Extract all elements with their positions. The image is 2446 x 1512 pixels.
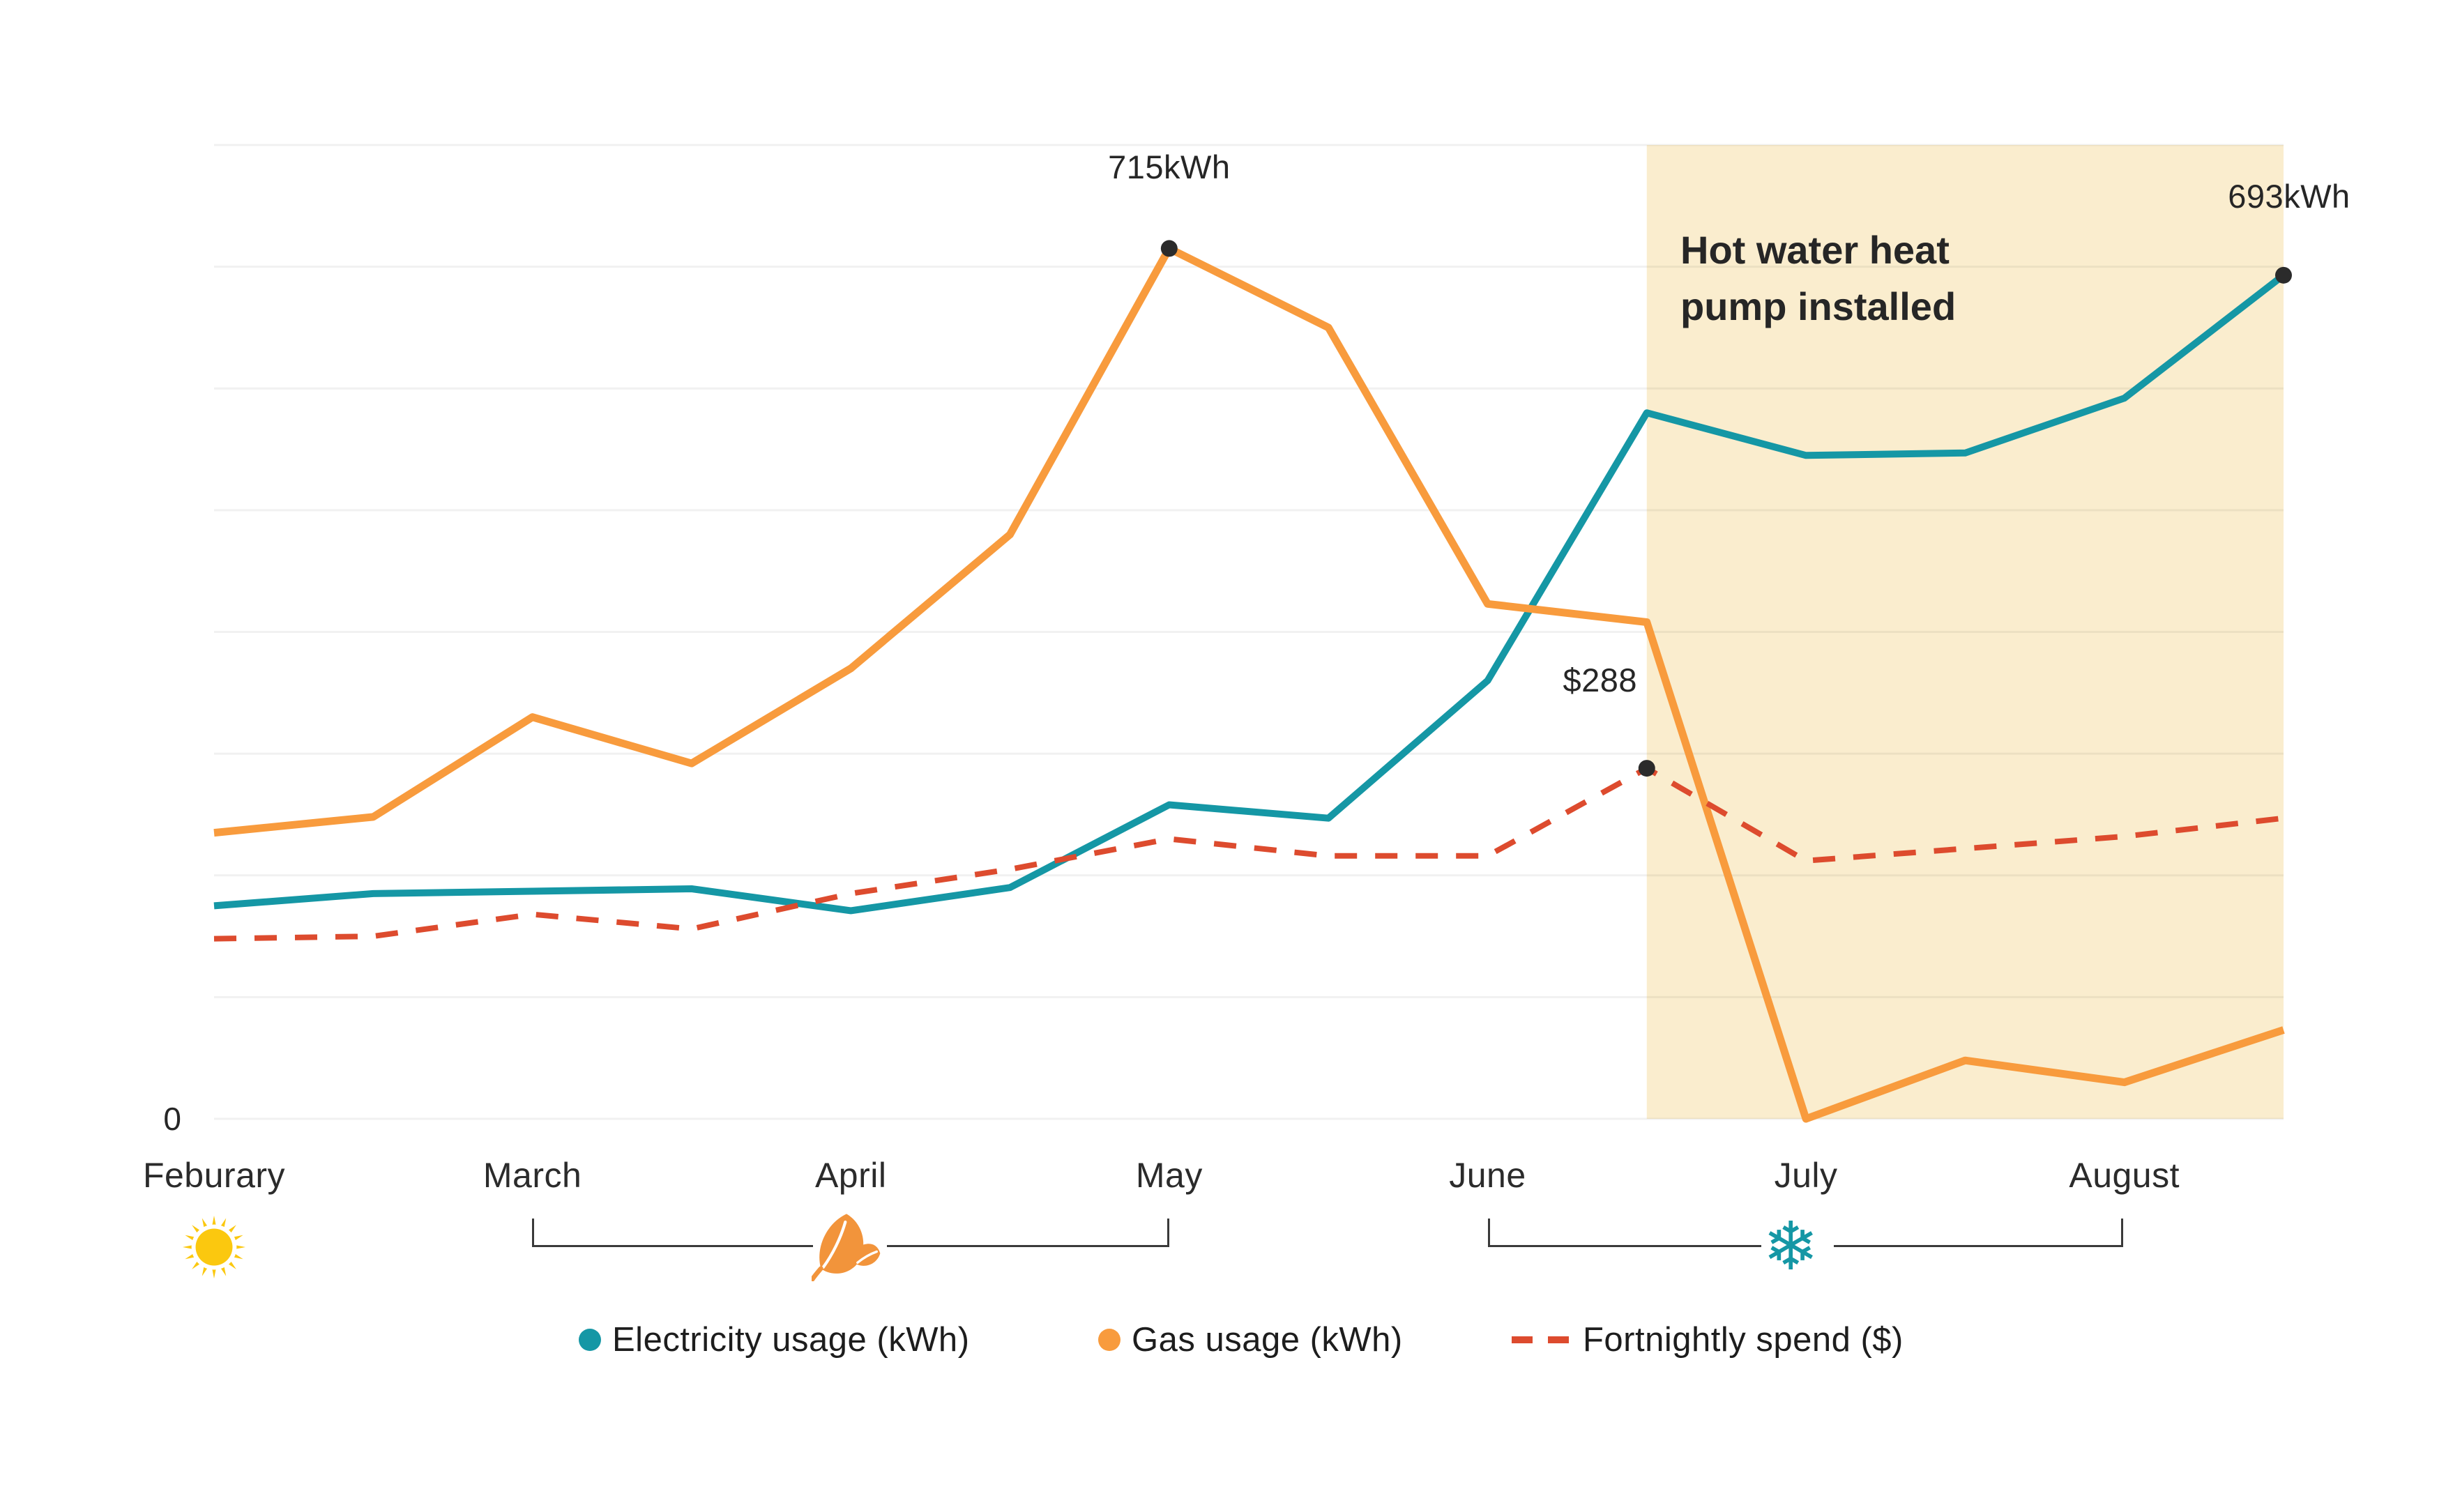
x-axis-label-july: July	[1774, 1156, 1838, 1195]
bracket-line	[1834, 1245, 2123, 1247]
x-axis-label-may: May	[1135, 1156, 1203, 1195]
legend-dot-icon	[1098, 1329, 1121, 1351]
bracket-line	[532, 1245, 813, 1247]
x-axis-label-april: April	[814, 1156, 887, 1195]
bracket-line	[1488, 1245, 1761, 1247]
plot-area	[213, 144, 2292, 1123]
series-spend-line	[213, 765, 2284, 942]
highlight-note-line2: pump installed	[1680, 284, 1957, 329]
legend-dot-icon	[579, 1329, 601, 1351]
series-gas-line	[213, 244, 2285, 1123]
electricity-end-annotation: 693kWh	[2228, 177, 2350, 215]
legend-label: Electricity usage (kWh)	[612, 1321, 970, 1359]
x-axis-label-march: March	[483, 1156, 582, 1195]
series-electricity-line	[213, 272, 2286, 915]
legend-item: Gas usage (kWh)	[1098, 1319, 1403, 1361]
annotation-dot	[1638, 760, 1655, 777]
chart-canvas	[213, 144, 2292, 1123]
gas-peak-annotation: 715kWh	[1108, 148, 1231, 186]
y-axis-zero-label: 0	[163, 1101, 181, 1137]
x-axis-label-feburary: Feburary	[142, 1156, 286, 1195]
bracket-line	[887, 1245, 1169, 1247]
legend-label: Gas usage (kWh)	[1132, 1321, 1403, 1359]
spend-peak-annotation: $288	[1563, 662, 1638, 699]
bracket-tick	[1167, 1219, 1169, 1246]
chart-legend: Electricity usage (kWh) Gas usage (kWh) Fo…	[0, 1319, 2446, 1361]
bracket-tick	[1488, 1219, 1490, 1246]
highlight-note-line1: Hot water heat	[1680, 228, 1950, 272]
sun-icon	[182, 1215, 246, 1279]
snowflake-icon: ❄	[1763, 1207, 1819, 1285]
legend-item: Electricity usage (kWh)	[579, 1319, 970, 1361]
annotation-dot	[1160, 240, 1178, 257]
legend-dashed-line-icon	[1512, 1336, 1572, 1343]
leaf-icon	[812, 1214, 881, 1281]
legend-label: Fortnightly spend ($)	[1583, 1321, 1904, 1359]
bracket-tick	[532, 1219, 534, 1246]
x-axis-label-august: August	[2069, 1156, 2180, 1195]
highlight-note: Hot water heat pump installed	[1680, 222, 2071, 335]
x-axis-label-june: June	[1449, 1156, 1526, 1195]
legend-item: Fortnightly spend ($)	[1512, 1319, 1904, 1361]
annotation-dot	[2275, 266, 2292, 284]
bracket-tick	[2121, 1219, 2123, 1246]
